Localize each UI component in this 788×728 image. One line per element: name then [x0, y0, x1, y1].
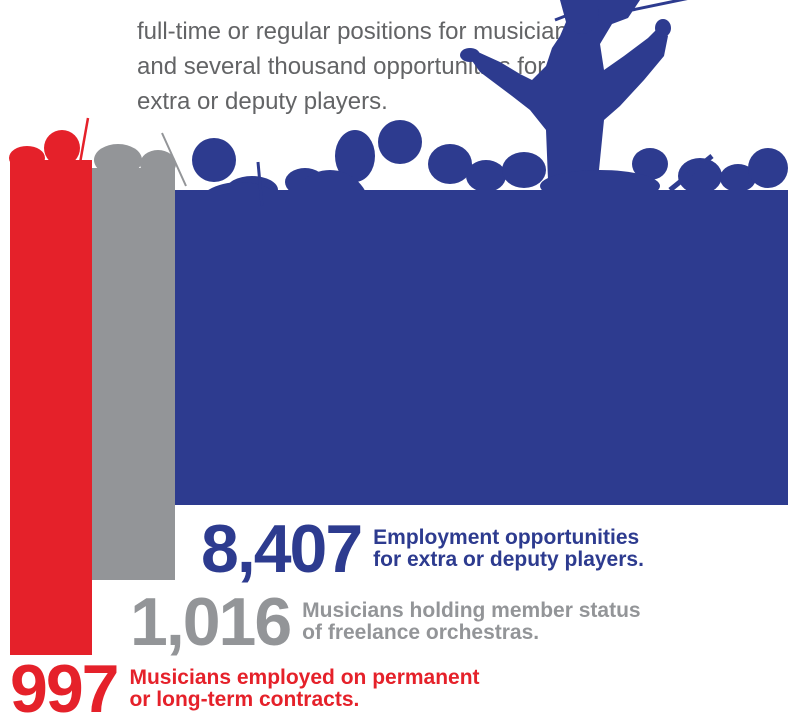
musician-silhouette [335, 130, 375, 182]
stat-grey-line2: of freelance orchestras. [302, 621, 540, 644]
musician-silhouette [466, 160, 506, 192]
musician-silhouette [632, 148, 668, 180]
stat-grey: 1,016 Musicians holding member status of… [130, 583, 641, 661]
conductor-hand-right [655, 19, 671, 37]
musician-silhouette [428, 144, 472, 184]
stat-red: 997 Musicians employed on permanent or l… [10, 650, 480, 728]
stat-red-desc: Musicians employed on permanent or long-… [129, 667, 479, 711]
bar-extra [175, 190, 788, 505]
stat-blue-line1: Employment opportunities [373, 526, 640, 549]
stat-grey-value: 1,016 [130, 584, 292, 660]
stat-blue-value: 8,407 [201, 511, 363, 587]
stat-blue: 8,407 Employment opportunities for extra… [201, 510, 644, 588]
conductor-hand-left [460, 48, 480, 62]
musician-silhouette [748, 148, 788, 188]
stat-red-line2: or long-term contracts. [129, 688, 360, 711]
bar-freelance [92, 168, 175, 580]
bassoon-blue [668, 154, 714, 192]
musician-silhouette [502, 152, 546, 188]
conductor-body [470, 0, 668, 180]
stat-blue-desc: Employment opportunities for extra or de… [373, 527, 644, 571]
conductor-silhouette [460, 0, 688, 180]
bar-permanent [10, 160, 92, 655]
musician-silhouette [44, 130, 80, 166]
violin-bow-red [78, 117, 90, 164]
baton-right [631, 0, 688, 12]
musician-silhouette [678, 158, 722, 194]
intro-line: extra or deputy players. [137, 88, 388, 115]
stat-red-line1: Musicians employed on permanent [129, 666, 480, 689]
musician-silhouette [720, 164, 756, 192]
musician-silhouette [378, 120, 422, 164]
bars [10, 160, 788, 655]
musician-silhouette [192, 138, 236, 182]
conductor-head [565, 0, 599, 34]
violin-bow-grey [161, 132, 187, 187]
intro-line: full-time or regular positions for music… [137, 18, 587, 45]
stat-blue-line2: for extra or deputy players. [373, 548, 644, 571]
stat-red-value: 997 [10, 651, 119, 727]
stat-grey-desc: Musicians holding member status of freel… [302, 600, 640, 644]
stat-grey-line1: Musicians holding member status [302, 599, 641, 622]
violin-bow-blue [256, 161, 264, 207]
